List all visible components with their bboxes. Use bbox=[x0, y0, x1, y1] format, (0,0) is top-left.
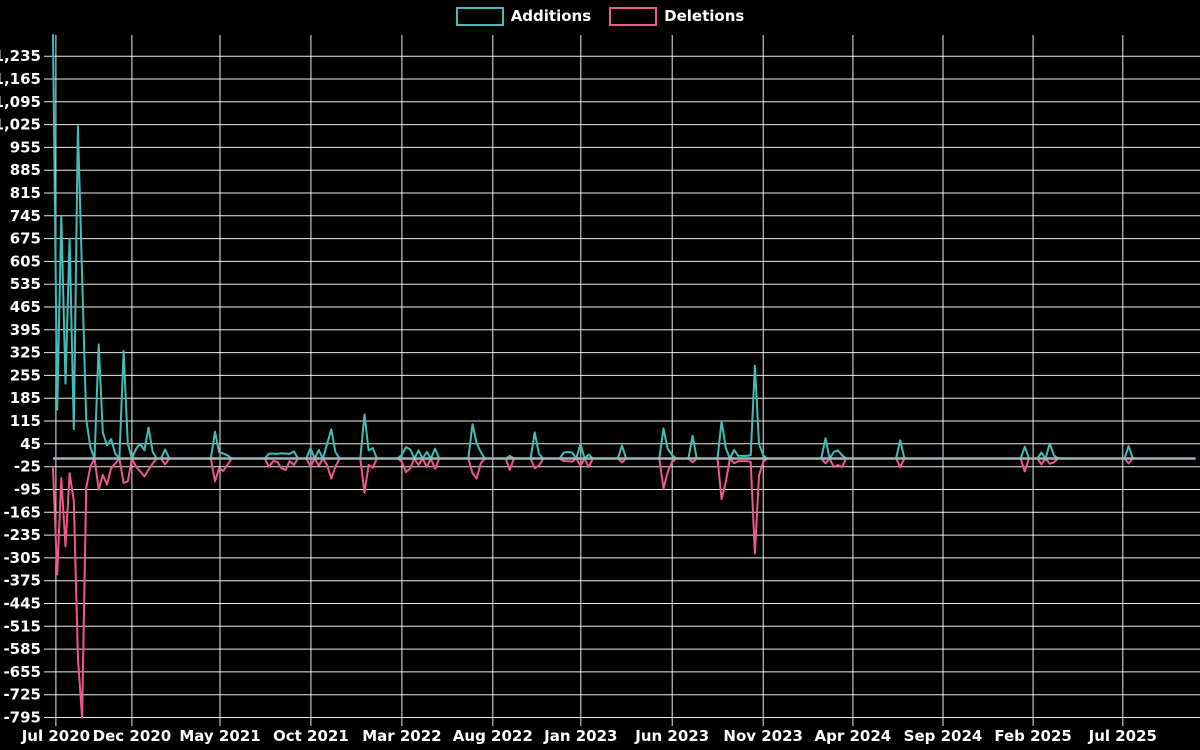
y-tick-label: 885 bbox=[10, 161, 41, 179]
y-tick-label: -585 bbox=[3, 640, 41, 658]
y-tick-label: 395 bbox=[10, 321, 41, 339]
y-tick-label: -445 bbox=[3, 595, 41, 613]
x-tick-label: Nov 2023 bbox=[723, 727, 803, 745]
y-tick-label: 1,165 bbox=[0, 70, 41, 88]
legend-item-additions[interactable]: Additions bbox=[455, 6, 592, 26]
x-tick-label: Jun 2023 bbox=[634, 727, 709, 745]
x-tick-label: Apr 2024 bbox=[815, 727, 892, 745]
x-tick-label: Sep 2024 bbox=[904, 727, 983, 745]
y-tick-label: 745 bbox=[10, 207, 41, 225]
additions-line bbox=[52, 34, 1197, 460]
x-tick-label: Dec 2020 bbox=[93, 727, 172, 745]
gridlines bbox=[44, 35, 1200, 726]
y-tick-label: -515 bbox=[3, 617, 41, 635]
y-tick-label: 535 bbox=[10, 275, 41, 293]
legend-label-additions: Additions bbox=[510, 7, 592, 25]
y-tick-label: 1,025 bbox=[0, 116, 41, 134]
y-tick-label: 1,095 bbox=[0, 93, 41, 111]
x-tick-label: Jan 2023 bbox=[543, 727, 617, 745]
y-tick-label: -305 bbox=[3, 549, 41, 567]
additions-swatch-icon bbox=[455, 6, 504, 26]
y-tick-label: 1,235 bbox=[0, 47, 41, 65]
y-tick-label: 185 bbox=[10, 389, 41, 407]
y-tick-label: 675 bbox=[10, 230, 41, 248]
y-tick-label: 815 bbox=[10, 184, 41, 202]
x-tick-label: Feb 2025 bbox=[994, 727, 1072, 745]
x-tick-label: May 2021 bbox=[179, 727, 260, 745]
x-tick-label: Aug 2022 bbox=[453, 727, 533, 745]
x-tick-label: Oct 2021 bbox=[273, 727, 349, 745]
y-tick-label: -725 bbox=[3, 686, 41, 704]
x-tick-label: Jul 2020 bbox=[21, 727, 90, 745]
y-tick-label: -655 bbox=[3, 663, 41, 681]
y-axis-labels: 1,235 1,165 1,095 1,025 955 885 815 745 675 605 53… bbox=[0, 47, 41, 726]
deletions-swatch-icon bbox=[609, 6, 658, 26]
x-tick-label: Mar 2022 bbox=[362, 727, 441, 745]
y-tick-label: 605 bbox=[10, 252, 41, 270]
y-tick-label: 955 bbox=[10, 138, 41, 156]
x-axis-labels: Jul 2020 Dec 2020 May 2021 Oct 2021 Mar 2022… bbox=[21, 727, 1157, 745]
legend-item-deletions[interactable]: Deletions bbox=[609, 6, 744, 26]
y-tick-label: -235 bbox=[3, 526, 41, 544]
x-tick-label: Jul 2025 bbox=[1088, 727, 1157, 745]
y-tick-label: 325 bbox=[10, 344, 41, 362]
deletions-line bbox=[52, 457, 1197, 719]
chart-legend: Additions Deletions bbox=[0, 6, 1200, 26]
y-tick-label: -165 bbox=[3, 503, 41, 521]
y-tick-label: 255 bbox=[10, 366, 41, 384]
y-tick-label: -375 bbox=[3, 572, 41, 590]
y-tick-label: -25 bbox=[14, 458, 41, 476]
y-tick-label: -95 bbox=[14, 481, 41, 499]
legend-label-deletions: Deletions bbox=[664, 7, 745, 25]
y-tick-label: 465 bbox=[10, 298, 41, 316]
y-tick-label: 115 bbox=[10, 412, 41, 430]
y-tick-label: -795 bbox=[3, 709, 41, 727]
y-tick-label: 45 bbox=[20, 435, 41, 453]
